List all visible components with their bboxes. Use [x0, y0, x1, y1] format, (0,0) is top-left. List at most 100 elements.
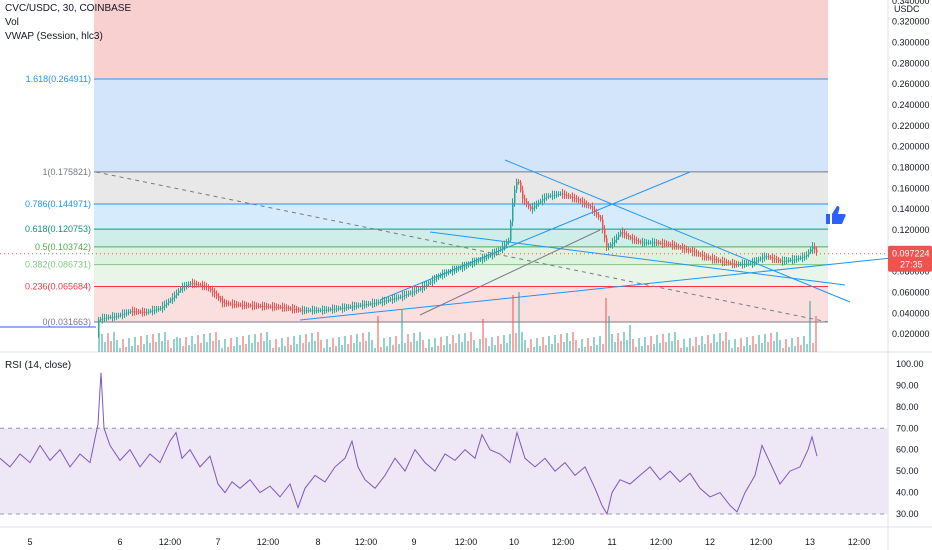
trendline[interactable]: [299, 254, 921, 321]
candle-body: [624, 233, 626, 235]
volume-bar: [710, 343, 712, 352]
volume-bar: [107, 333, 109, 352]
rsi-axis-tick: 60.00: [896, 445, 919, 455]
price-axis-tick: 0.040000: [892, 308, 930, 318]
candle-body: [526, 201, 528, 204]
time-axis-label: 12:00: [650, 537, 673, 547]
vwap-legend[interactable]: VWAP (Session, hlc3): [5, 31, 103, 42]
volume-label: Vol: [5, 17, 19, 28]
volume-bar: [287, 337, 289, 352]
candle-body: [564, 194, 566, 196]
volume-bar: [461, 342, 463, 352]
volume-bar: [644, 337, 646, 352]
rsi-axis-tick: 90.00: [896, 380, 919, 390]
volume-bar: [584, 347, 586, 352]
candle-body: [488, 255, 490, 257]
current-price-value: 0.097224: [892, 249, 930, 259]
volume-bar: [533, 347, 535, 352]
candle-body: [210, 288, 212, 291]
candle-body: [400, 296, 402, 298]
candle-body: [114, 316, 116, 318]
candle-body: [494, 252, 496, 254]
candle-body: [658, 242, 660, 244]
rsi-axis-tick: 70.00: [896, 423, 919, 433]
candle-body: [484, 257, 486, 259]
volume-bar: [224, 339, 226, 352]
volume-bar: [401, 310, 403, 352]
volume-bar: [290, 345, 292, 352]
candle-body: [454, 269, 456, 271]
candle-body: [562, 193, 564, 195]
volume-bar: [716, 342, 718, 352]
volume-bar: [542, 337, 544, 352]
time-axis-label: 12:00: [750, 537, 773, 547]
trendline[interactable]: [419, 229, 601, 316]
candle-body: [662, 243, 664, 245]
volume-bar: [665, 342, 667, 352]
candle-body: [120, 314, 122, 316]
volume-bar: [104, 342, 106, 352]
price-axis-tick: 0.300000: [892, 37, 930, 47]
candle-body: [726, 262, 728, 264]
candle-body: [424, 285, 426, 287]
volume-bar: [578, 348, 580, 352]
volume-bar: [368, 332, 370, 352]
candle-body: [728, 262, 730, 264]
volume-bar: [692, 346, 694, 352]
volume-bar: [782, 348, 784, 352]
volume-legend[interactable]: Vol: [5, 17, 19, 28]
candle-body: [388, 299, 390, 301]
candle-body: [778, 259, 780, 261]
volume-bar: [686, 347, 688, 352]
candle-body: [710, 257, 712, 259]
fib-zone-5: [94, 264, 828, 287]
candle-body: [346, 307, 348, 309]
candle-body: [190, 283, 192, 285]
candle-body: [262, 306, 264, 308]
volume-bar: [308, 342, 310, 352]
volume-bar: [125, 347, 127, 352]
candle-body: [398, 297, 400, 299]
candle-body: [768, 256, 770, 258]
candle-body: [814, 246, 816, 250]
candle-body: [300, 309, 302, 311]
candle-body: [170, 299, 172, 302]
volume-bar: [650, 336, 652, 352]
price-axis-tick: 0.280000: [892, 58, 930, 68]
volume-bar: [653, 344, 655, 352]
candle-body: [196, 283, 198, 285]
candle-body: [152, 310, 154, 312]
trendline[interactable]: [379, 171, 691, 301]
price-axis-tick: 0.140000: [892, 204, 930, 214]
thumbs-up-icon[interactable]: [826, 206, 846, 224]
candle-body: [784, 260, 786, 262]
volume-bar: [698, 345, 700, 352]
candle-body: [486, 256, 488, 258]
fib-level-label: 1(0.175821): [42, 167, 91, 177]
symbol-legend[interactable]: CVC/USDC, 30, COINBASE: [5, 3, 131, 14]
candle-body: [576, 198, 578, 200]
candle-body: [226, 303, 228, 305]
volume-bar: [731, 348, 733, 352]
volume-bar: [281, 338, 283, 352]
volume-bar: [341, 345, 343, 352]
volume-bar: [485, 338, 487, 352]
candle-body: [572, 196, 574, 198]
volume-bar: [371, 340, 373, 352]
volume-bar: [545, 345, 547, 352]
volume-bar: [170, 348, 172, 352]
volume-bar: [302, 343, 304, 352]
candle-body: [150, 310, 152, 312]
candle-body: [414, 290, 416, 292]
fib-zone-1: [94, 171, 828, 204]
candle-body: [224, 302, 226, 304]
current-price-badge[interactable]: [888, 245, 932, 272]
rsi-legend[interactable]: RSI (14, close): [5, 360, 71, 371]
volume-bar: [455, 343, 457, 352]
volume-bar: [524, 340, 526, 352]
volume-bar: [200, 343, 202, 352]
trendline[interactable]: [429, 231, 846, 286]
candle-body: [204, 285, 206, 287]
